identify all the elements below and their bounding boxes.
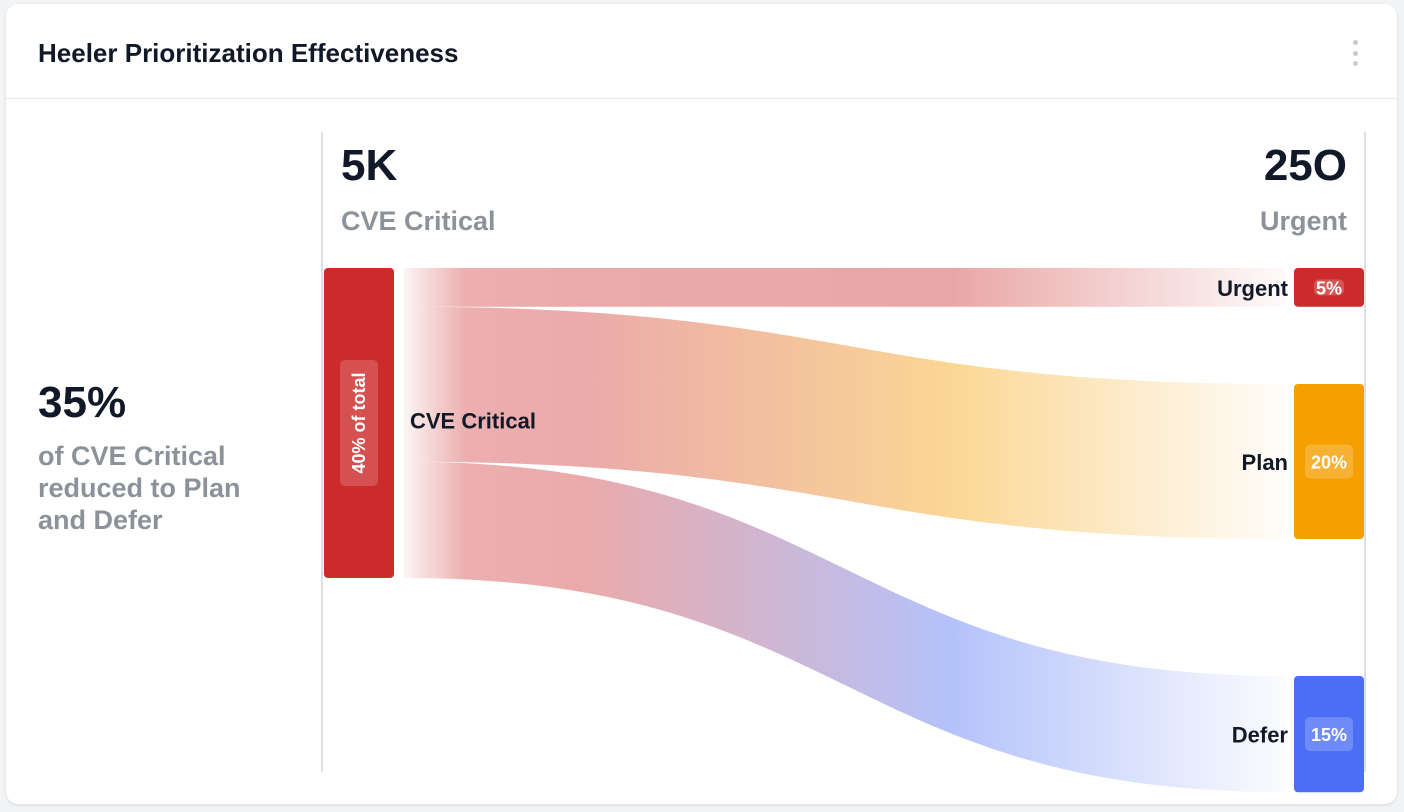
- node-defer-bar: [1294, 676, 1364, 793]
- right-header-label: Urgent: [1260, 206, 1347, 236]
- node-urgent-label: Urgent: [1217, 276, 1289, 301]
- right-header-value: 25O: [1264, 141, 1347, 190]
- node-urgent-pct-label: 5%: [1316, 278, 1342, 298]
- node-defer-pct-label: 15%: [1311, 725, 1347, 745]
- node-urgent-bar: [1294, 268, 1364, 307]
- kebab-menu-icon[interactable]: [1351, 40, 1359, 66]
- card-header: Heeler Prioritization Effectiveness: [6, 4, 1397, 99]
- source-pct-label: 40% of total: [349, 372, 369, 473]
- node-defer-pct-pill: [1305, 717, 1353, 752]
- node-source-bar: [324, 268, 394, 578]
- node-plan-label: Plan: [1242, 450, 1288, 475]
- node-defer-label: Defer: [1232, 723, 1289, 748]
- summary-value: 35%: [38, 378, 127, 427]
- node-plan-pct-label: 20%: [1311, 453, 1347, 473]
- left-header-label: CVE Critical: [341, 206, 496, 236]
- source-node-label: CVE Critical: [410, 409, 536, 434]
- node-plan-pct-pill: [1305, 444, 1353, 479]
- card-title: Heeler Prioritization Effectiveness: [38, 38, 459, 68]
- left-header-value: 5K: [341, 141, 397, 190]
- chart-card: Heeler Prioritization Effectiveness 35% …: [6, 4, 1397, 804]
- link-plan: [404, 306, 1286, 539]
- node-urgent-pct-pill: [1314, 279, 1344, 296]
- summary-text: of CVE Critical reduced to Plan and Defe…: [38, 441, 241, 535]
- source-pct-pill: [340, 360, 378, 486]
- sankey-chart: 40% of total CVE Critical 5% Urgent 20% Plan 1…: [321, 132, 1366, 793]
- node-plan-bar: [1294, 384, 1364, 539]
- link-defer: [404, 461, 1286, 793]
- link-urgent: [404, 268, 1286, 307]
